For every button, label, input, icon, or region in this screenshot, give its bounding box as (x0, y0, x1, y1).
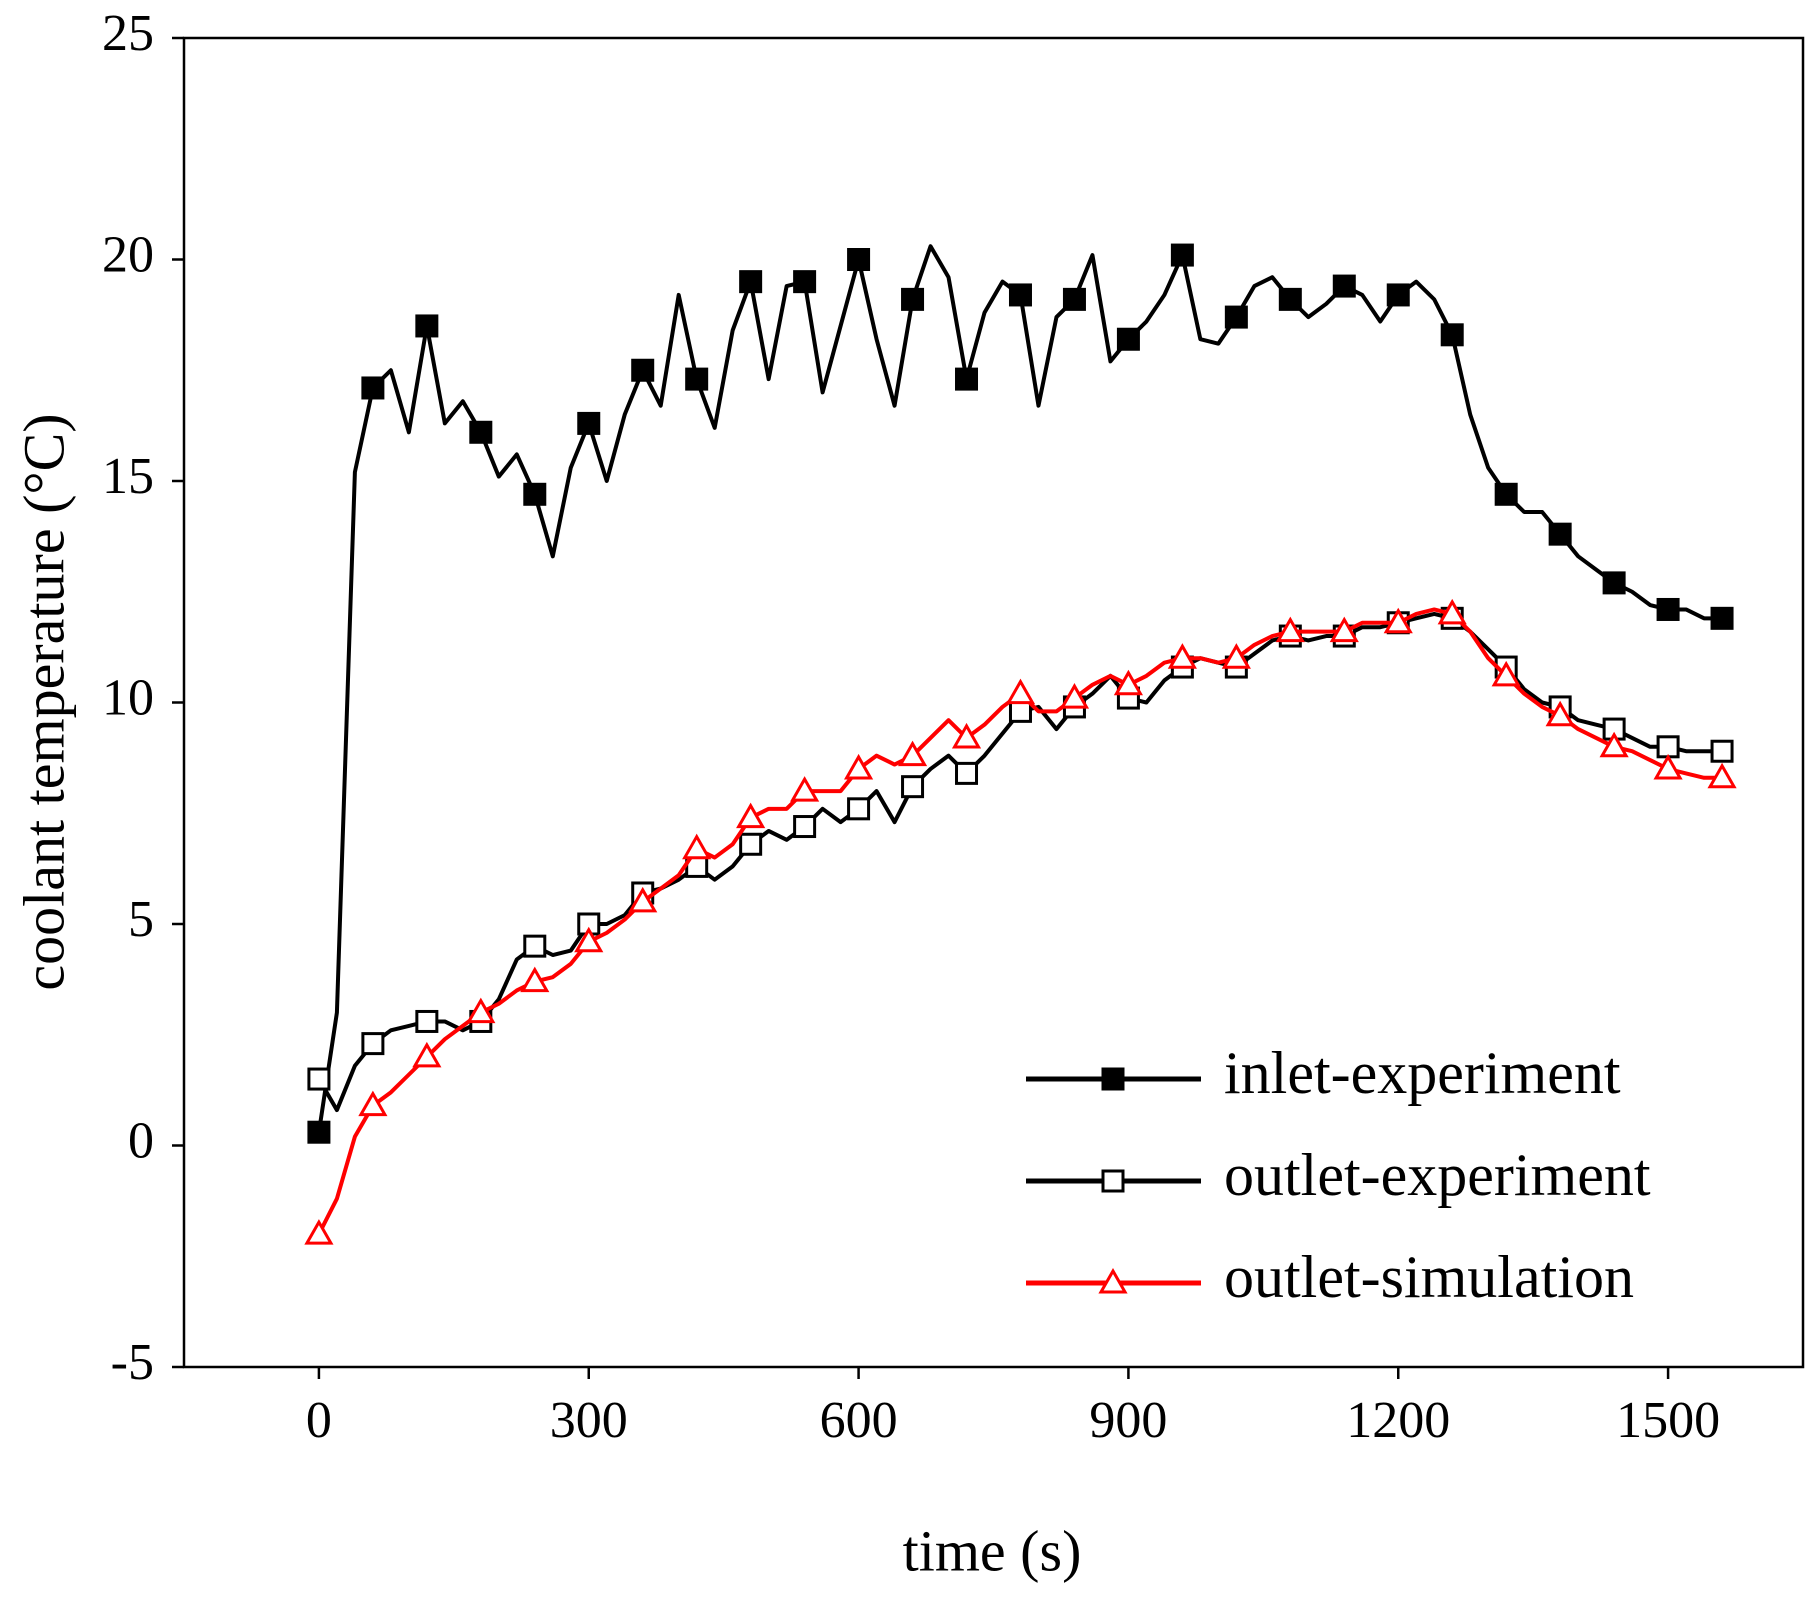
data-marker (793, 815, 817, 839)
data-marker (951, 722, 982, 749)
data-marker (574, 926, 604, 953)
y-tick-label: 25 (102, 5, 154, 62)
x-axis-label: time (s) (903, 1518, 1082, 1583)
data-marker (1440, 323, 1464, 347)
data-marker (1224, 305, 1248, 329)
data-marker (1116, 327, 1140, 351)
y-axis-label: coolant temperature (°C) (11, 413, 76, 990)
legend-label: inlet-experiment (1224, 1040, 1621, 1106)
data-marker (466, 997, 496, 1024)
data-marker (1656, 735, 1680, 759)
data-marker (739, 270, 763, 294)
x-tick-label: 900 (1089, 1392, 1167, 1449)
data-marker (847, 797, 871, 821)
legend-label: outlet-experiment (1224, 1142, 1651, 1208)
data-marker (955, 367, 979, 391)
data-marker (1710, 739, 1734, 763)
legend-marker (1101, 1067, 1125, 1091)
data-marker (628, 886, 658, 913)
data-marker (361, 1032, 385, 1056)
data-marker (1167, 643, 1197, 669)
data-marker (901, 775, 925, 799)
y-tick-label: 5 (128, 891, 154, 948)
data-marker (739, 832, 763, 856)
data-marker (682, 833, 712, 860)
data-marker (1656, 597, 1680, 621)
x-tick-label: 600 (820, 1392, 898, 1449)
data-marker (1548, 522, 1572, 546)
legend-marker (1101, 1169, 1125, 1193)
data-marker (1005, 678, 1036, 705)
data-marker (901, 287, 925, 311)
y-tick-label: 10 (102, 669, 154, 726)
data-marker (1221, 643, 1251, 669)
data-marker (1113, 669, 1144, 696)
data-marker (523, 482, 547, 506)
data-marker (1599, 731, 1629, 758)
data-marker (1710, 606, 1734, 630)
data-marker (415, 314, 439, 338)
data-marker (1653, 753, 1683, 780)
data-marker (1332, 274, 1356, 298)
x-tick-label: 1200 (1346, 1392, 1450, 1449)
data-marker (520, 966, 550, 993)
data-marker (685, 367, 709, 391)
data-marker (1062, 287, 1086, 311)
x-tick-label: 300 (550, 1392, 628, 1449)
data-marker (1008, 283, 1032, 307)
legend-marker (1098, 1267, 1128, 1294)
data-marker (1386, 283, 1410, 307)
y-tick-label: 0 (128, 1112, 154, 1169)
data-marker (523, 934, 547, 958)
data-marker (1494, 482, 1518, 506)
data-marker (897, 740, 928, 767)
data-marker (955, 761, 979, 785)
data-marker (358, 1090, 388, 1117)
data-marker (1707, 762, 1737, 789)
data-marker (790, 776, 820, 802)
data-marker (847, 248, 871, 271)
x-tick-label: 0 (306, 1392, 332, 1449)
y-tick-label: 15 (102, 448, 154, 505)
data-marker (304, 1219, 334, 1245)
data-marker (1059, 683, 1090, 709)
data-marker (793, 270, 817, 294)
data-marker (1170, 243, 1194, 267)
data-marker (415, 1009, 439, 1033)
data-marker (307, 1067, 331, 1091)
data-marker (307, 1120, 331, 1144)
data-marker (412, 1041, 442, 1068)
data-marker (1329, 616, 1359, 643)
data-marker (843, 753, 874, 780)
data-marker (1545, 700, 1575, 727)
data-marker (631, 358, 655, 382)
data-marker (1491, 660, 1521, 687)
data-marker (1008, 699, 1032, 723)
legend-label: outlet-simulation (1224, 1244, 1634, 1310)
data-marker (577, 411, 601, 435)
x-tick-label: 1500 (1616, 1392, 1720, 1449)
data-marker (1278, 287, 1302, 311)
data-marker (361, 376, 385, 400)
y-tick-label: -5 (111, 1334, 154, 1391)
data-marker (1602, 571, 1626, 595)
data-marker (736, 802, 766, 829)
data-marker (1275, 616, 1305, 643)
data-marker (1437, 598, 1467, 625)
data-marker (469, 420, 493, 444)
data-marker (1383, 607, 1413, 634)
y-tick-label: 20 (102, 226, 154, 283)
